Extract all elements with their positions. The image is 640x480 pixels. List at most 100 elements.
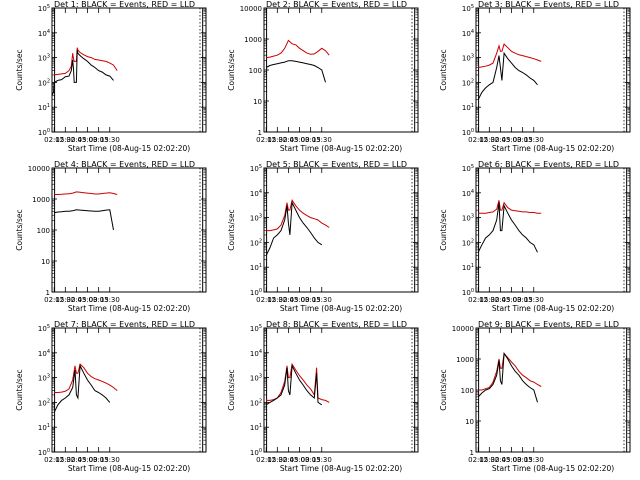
y-tick-label: 100 <box>462 288 474 297</box>
x-tick-label: 03:15 <box>513 456 533 464</box>
panel-5: Det 5: BLACK = Events, RED = LLD 100 101 10… <box>227 160 419 313</box>
y-axis-label: Counts/sec <box>227 49 236 90</box>
panel-title: Det 1: BLACK = Events, RED = LLD <box>54 0 195 9</box>
x-tick-label: 03:00 <box>501 136 521 144</box>
lld-series-line <box>54 363 118 393</box>
x-tick-label: 02:45 <box>66 296 86 304</box>
panel-title: Det 3: BLACK = Events, RED = LLD <box>478 0 619 9</box>
y-tick-label: 1 <box>46 289 50 297</box>
y-tick-label: 105 <box>250 164 262 173</box>
x-tick-label: 02:15 <box>468 456 488 464</box>
y-tick-label: 10 <box>465 418 474 426</box>
y-tick-label: 104 <box>462 189 474 198</box>
y-tick-label: 100 <box>38 448 50 457</box>
x-tick-label: 03:00 <box>77 296 97 304</box>
y-tick-label: 104 <box>250 189 262 198</box>
y-tick-label: 102 <box>462 78 474 87</box>
x-tick-label: 02:30 <box>267 136 287 144</box>
x-tick-label: 02:30 <box>55 456 75 464</box>
y-tick-label: 10000 <box>240 5 262 13</box>
y-tick-label: 103 <box>462 214 474 223</box>
lld-series-line <box>478 352 542 391</box>
y-tick-label: 105 <box>462 164 474 173</box>
y-tick-label: 101 <box>250 263 262 272</box>
y-tick-label: 100 <box>250 288 262 297</box>
y-tick-label: 105 <box>38 324 50 333</box>
x-axis-label: Start Time (08-Aug-15 02:02:20) <box>68 144 190 153</box>
x-tick-label: 03:30 <box>312 136 332 144</box>
x-tick-label: 03:30 <box>524 136 544 144</box>
panel-7: Det 7: BLACK = Events, RED = LLD 100 101 10… <box>15 320 207 473</box>
panel-9: Det 9: BLACK = Events, RED = LLD 1 10 100 10… <box>439 320 631 473</box>
y-tick-label: 104 <box>38 349 50 358</box>
x-tick-label: 02:30 <box>479 136 499 144</box>
y-tick-label: 101 <box>250 423 262 432</box>
panel-8: Det 8: BLACK = Events, RED = LLD 100 101 10… <box>227 320 419 473</box>
y-axis-label: Counts/sec <box>15 369 24 410</box>
panel-title: Det 5: BLACK = Events, RED = LLD <box>266 160 407 169</box>
lld-series-line <box>266 39 330 59</box>
y-tick-label: 100 <box>37 227 50 235</box>
y-tick-label: 103 <box>38 54 50 63</box>
plot-frame <box>51 7 207 133</box>
x-tick-label: 02:15 <box>256 296 276 304</box>
x-axis-label: Start Time (08-Aug-15 02:02:20) <box>280 144 402 153</box>
x-tick-label: 03:30 <box>312 296 332 304</box>
plot-frame <box>263 7 419 133</box>
y-tick-label: 10 <box>253 98 262 106</box>
x-tick-label: 02:45 <box>490 136 510 144</box>
x-tick-label: 03:00 <box>289 456 309 464</box>
y-tick-label: 103 <box>250 374 262 383</box>
y-tick-label: 104 <box>250 349 262 358</box>
lld-series-line <box>54 47 118 76</box>
y-axis-label: Counts/sec <box>439 209 448 250</box>
plot-frame <box>475 7 631 133</box>
y-tick-label: 10 <box>41 258 50 266</box>
lld-series-line <box>478 43 542 68</box>
y-tick-label: 102 <box>38 78 50 87</box>
y-axis-label: Counts/sec <box>15 209 24 250</box>
y-tick-label: 103 <box>250 214 262 223</box>
y-tick-label: 105 <box>250 324 262 333</box>
y-axis-label: Counts/sec <box>227 209 236 250</box>
x-tick-label: 02:30 <box>267 296 287 304</box>
events-series-line <box>477 51 538 100</box>
lld-series-line <box>54 191 118 195</box>
y-tick-label: 105 <box>462 4 474 13</box>
events-series-line <box>265 60 326 83</box>
x-tick-label: 03:30 <box>100 296 120 304</box>
x-tick-label: 03:15 <box>89 136 109 144</box>
x-tick-label: 02:15 <box>468 296 488 304</box>
x-tick-label: 03:15 <box>513 296 533 304</box>
x-tick-label: 02:30 <box>479 456 499 464</box>
x-tick-label: 03:15 <box>301 296 321 304</box>
x-axis-label: Start Time (08-Aug-15 02:02:20) <box>492 304 614 313</box>
x-tick-label: 02:45 <box>278 136 298 144</box>
x-tick-label: 02:15 <box>44 296 64 304</box>
y-axis-label: Counts/sec <box>15 49 24 90</box>
y-tick-label: 1 <box>470 449 474 457</box>
panel-title: Det 7: BLACK = Events, RED = LLD <box>54 320 195 329</box>
y-tick-label: 100 <box>250 448 262 457</box>
y-tick-label: 1 <box>258 129 262 137</box>
x-tick-label: 02:45 <box>278 296 298 304</box>
y-axis-label: Counts/sec <box>439 49 448 90</box>
x-tick-label: 02:45 <box>66 136 86 144</box>
panel-6: Det 6: BLACK = Events, RED = LLD 100 101 10… <box>439 160 631 313</box>
y-tick-label: 100 <box>462 128 474 137</box>
y-tick-label: 103 <box>462 54 474 63</box>
events-series-line <box>53 363 111 413</box>
x-tick-label: 03:30 <box>100 456 120 464</box>
y-tick-label: 101 <box>38 423 50 432</box>
plot-frame <box>51 167 207 293</box>
x-tick-label: 02:30 <box>479 296 499 304</box>
x-axis-label: Start Time (08-Aug-15 02:02:20) <box>68 464 190 473</box>
y-tick-label: 104 <box>38 29 50 38</box>
y-tick-label: 1000 <box>244 36 262 44</box>
y-axis-label: Counts/sec <box>439 369 448 410</box>
x-tick-label: 02:45 <box>278 456 298 464</box>
plot-frame <box>263 327 419 453</box>
events-series-line <box>54 209 114 231</box>
panel-3: Det 3: BLACK = Events, RED = LLD 100 101 10… <box>439 0 631 153</box>
x-tick-label: 02:15 <box>44 456 64 464</box>
